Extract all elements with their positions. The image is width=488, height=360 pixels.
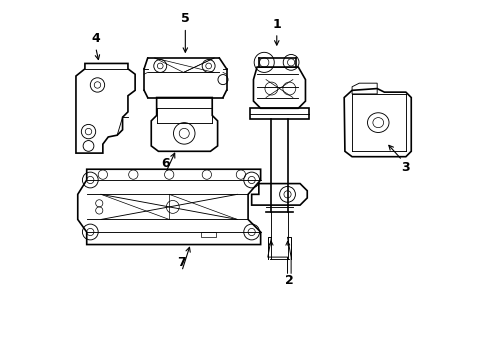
- Text: 6: 6: [161, 157, 169, 170]
- Text: 2: 2: [285, 274, 293, 287]
- Text: 4: 4: [91, 32, 100, 45]
- Text: 3: 3: [401, 161, 409, 174]
- Text: 1: 1: [272, 18, 281, 31]
- Text: 7: 7: [177, 256, 186, 269]
- Text: 5: 5: [181, 12, 189, 25]
